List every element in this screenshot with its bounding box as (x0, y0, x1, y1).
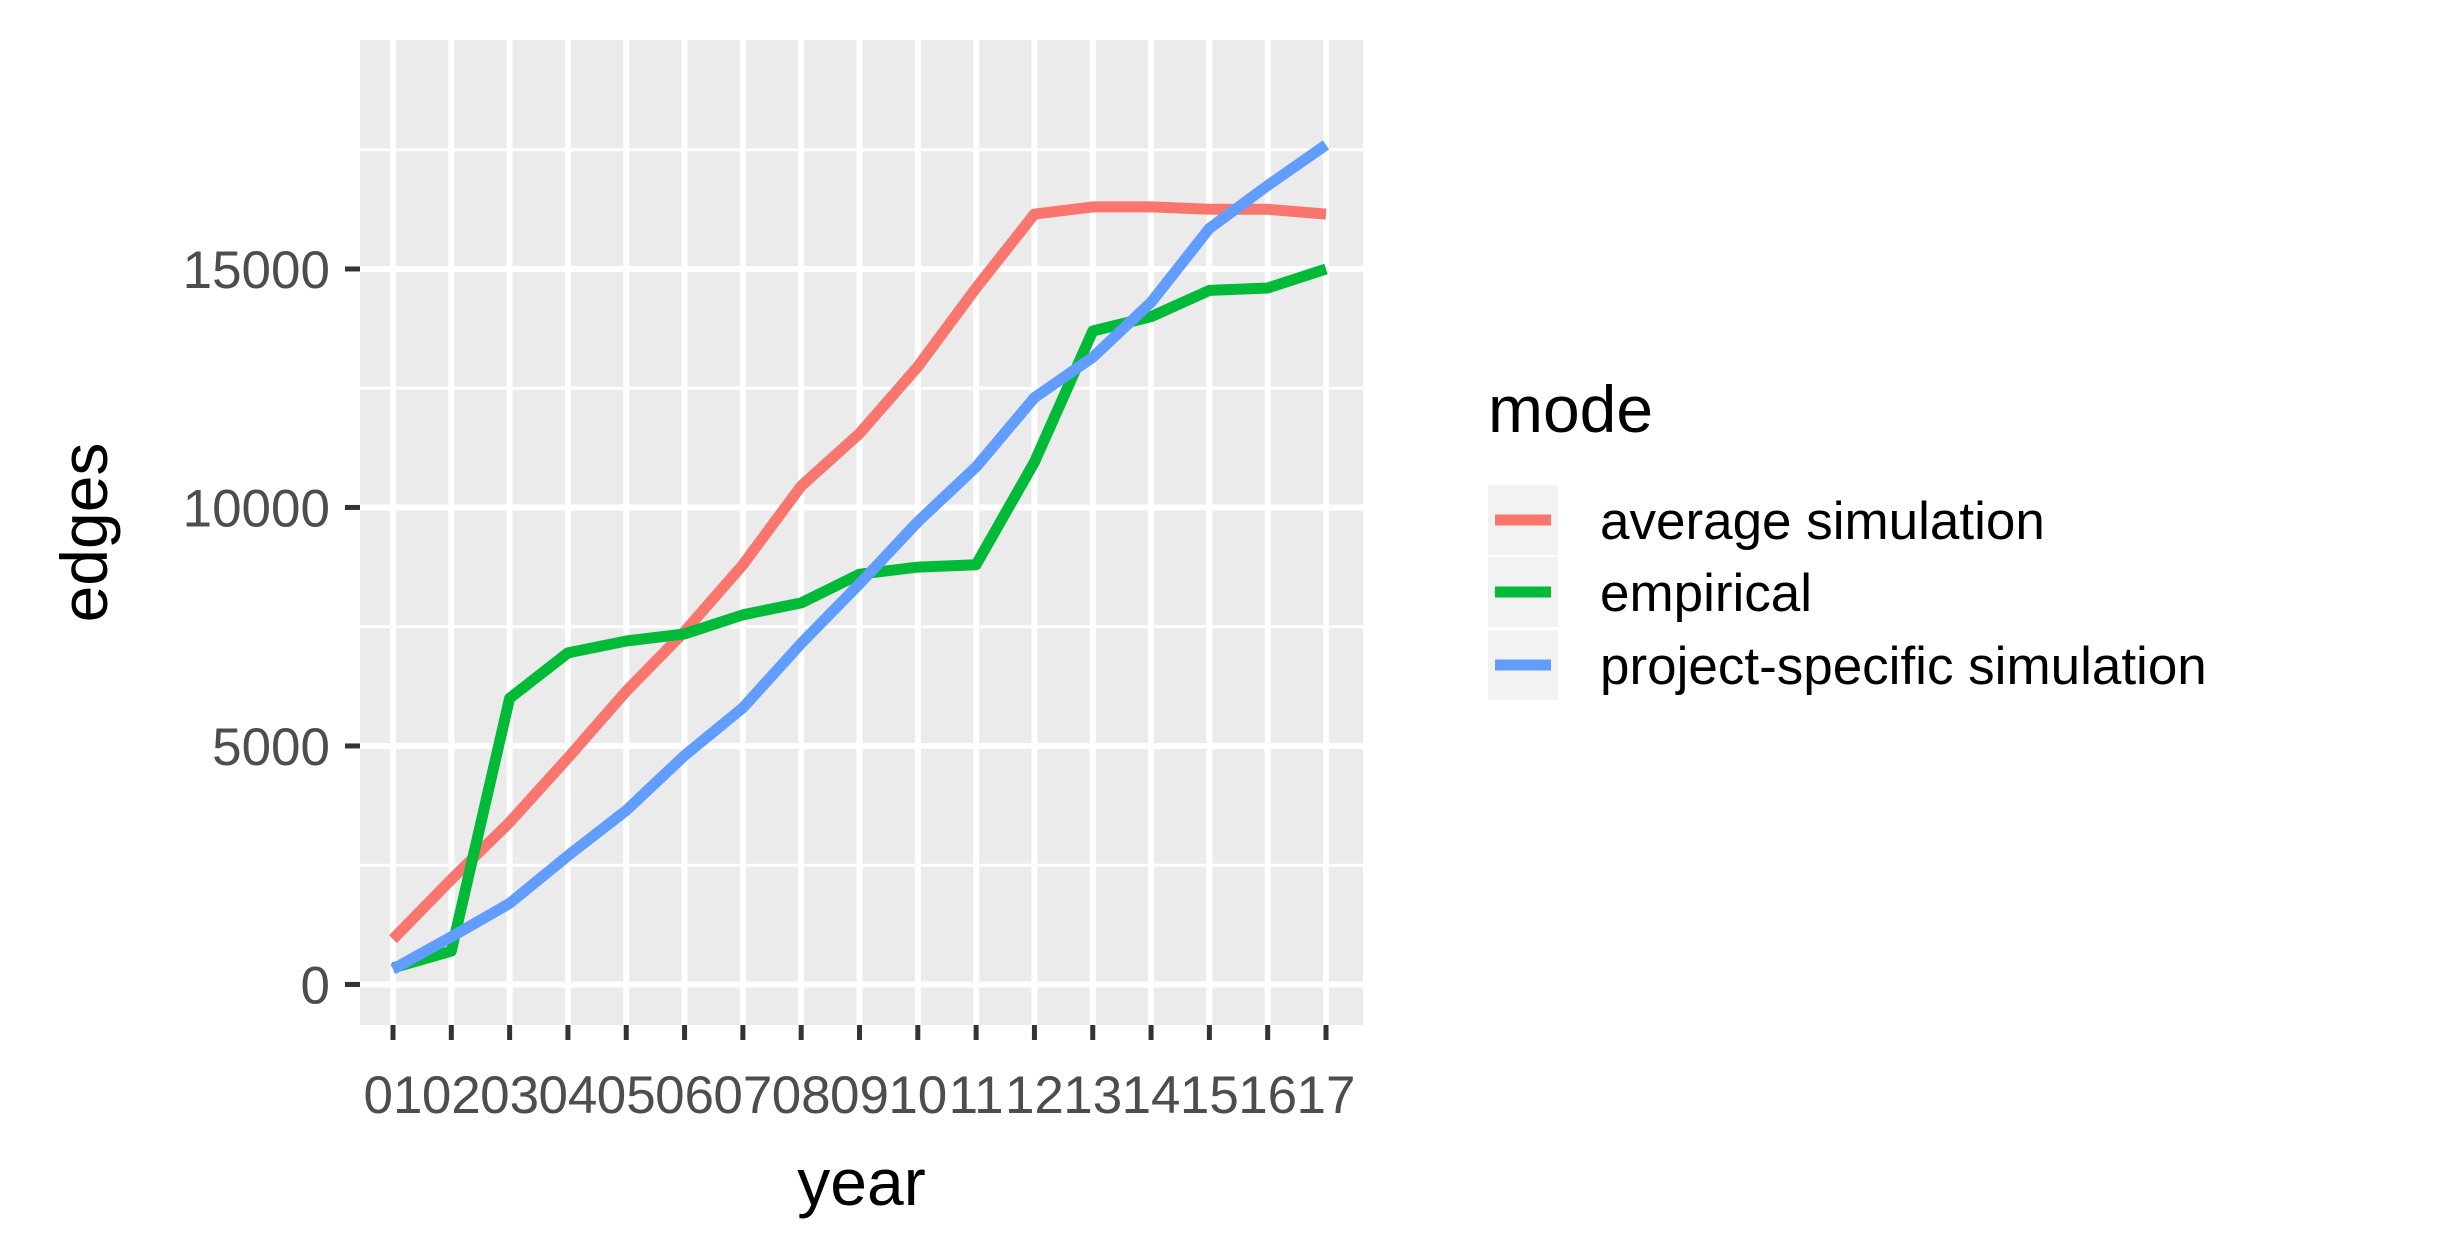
legend-label-3: project-specific simulation (1600, 637, 2207, 696)
x-tick-label: 15 (1180, 1066, 1239, 1125)
legend-label-2: empirical (1600, 564, 1812, 623)
x-tick-label: 11 (949, 1066, 1004, 1125)
x-tick-label: 08 (772, 1066, 831, 1125)
x-tick-label: 17 (1297, 1066, 1356, 1125)
series-line-3 (390, 140, 1330, 975)
x-axis: 01 02 03 04 05 06 07 08 09 10 11 12 13 14 15 16 17 (364, 1025, 1356, 1125)
x-tick-label: 07 (713, 1066, 772, 1125)
x-tick-label: 13 (1063, 1066, 1122, 1125)
y-axis: 0 5000 10000 15000 (183, 241, 360, 1015)
legend-label-1: average simulation (1600, 492, 2045, 551)
series-line-2 (391, 263, 1328, 974)
x-tick-label: 09 (830, 1066, 889, 1125)
x-tick-label: 05 (597, 1066, 656, 1125)
x-tick-label: 03 (480, 1066, 539, 1125)
x-tick-label: 12 (1005, 1066, 1064, 1125)
x-tick-label: 01 (364, 1066, 423, 1125)
legend: mode average simulation empirical project-… (1488, 372, 2207, 700)
y-tick-label: 15000 (183, 241, 330, 300)
y-tick-label: 10000 (183, 479, 330, 538)
x-tick-label: 06 (655, 1066, 714, 1125)
series-layer (389, 140, 1330, 975)
x-axis-title: year (797, 1145, 925, 1219)
x-tick-label: 16 (1238, 1066, 1297, 1125)
y-tick-label: 5000 (212, 718, 330, 777)
x-tick-label: 04 (538, 1066, 597, 1125)
legend-items: average simulation empirical project-speci… (1488, 485, 2207, 700)
legend-title: mode (1488, 372, 1653, 446)
x-tick-label: 02 (422, 1066, 481, 1125)
x-tick-label: 10 (888, 1066, 947, 1125)
grid-major (360, 40, 1363, 1025)
y-axis-title: edges (47, 443, 121, 623)
x-tick-label: 14 (1122, 1066, 1181, 1125)
y-tick-label: 0 (301, 956, 330, 1015)
series-line-1 (389, 201, 1327, 943)
